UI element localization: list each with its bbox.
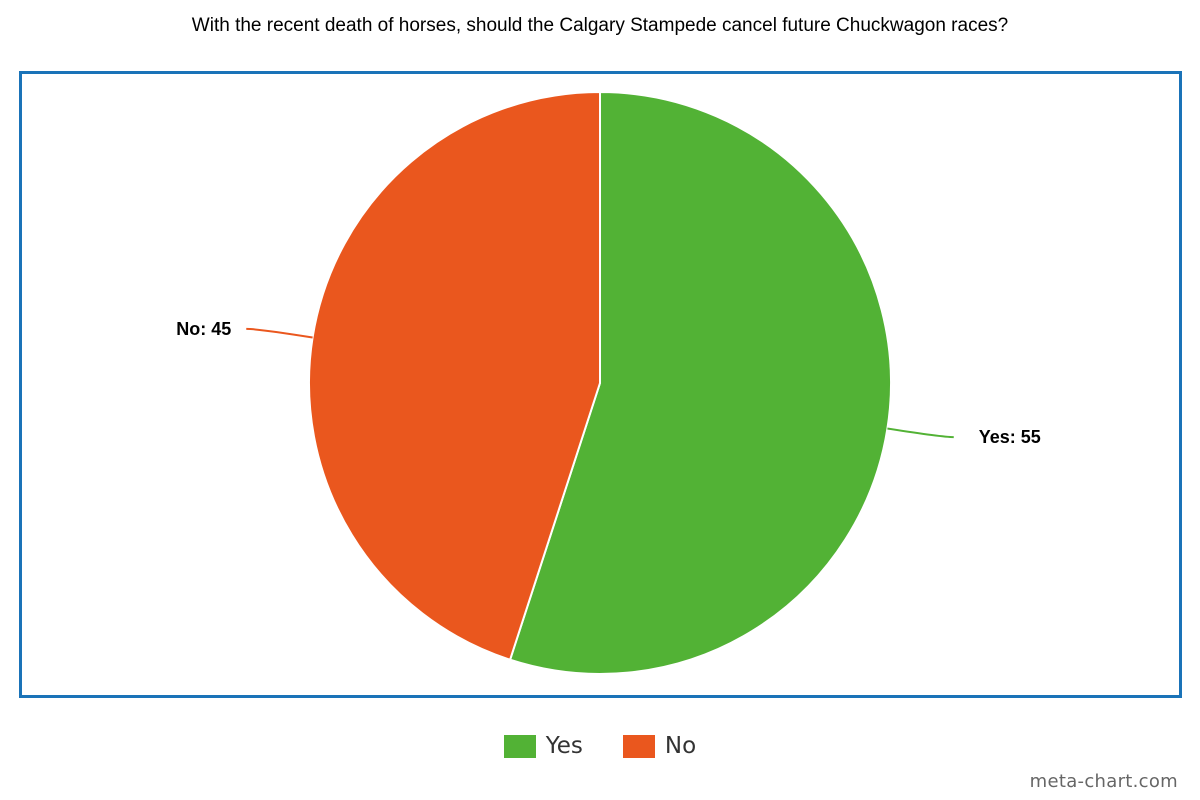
legend-item-yes[interactable]: Yes: [503, 733, 583, 759]
watermark: meta-chart.com: [1029, 771, 1178, 792]
legend-swatch-no: [622, 734, 655, 758]
pie-slice-no[interactable]: [308, 90, 601, 662]
data-label-no: No: 45: [176, 319, 231, 339]
legend-swatch-yes: [503, 734, 536, 758]
data-label-yes: Yes: 55: [979, 427, 1041, 447]
plot-area: [19, 71, 1182, 698]
pie-slice-yes[interactable]: [508, 90, 892, 675]
legend-item-no[interactable]: No: [622, 733, 697, 759]
legend-label-no: No: [664, 733, 697, 759]
legend: Yes No: [0, 733, 1200, 759]
legend-label-yes: Yes: [545, 733, 583, 759]
leader-line-no: [246, 327, 313, 339]
chart-title: With the recent death of horses, should …: [191, 15, 1009, 36]
leader-line-yes: [887, 427, 954, 439]
